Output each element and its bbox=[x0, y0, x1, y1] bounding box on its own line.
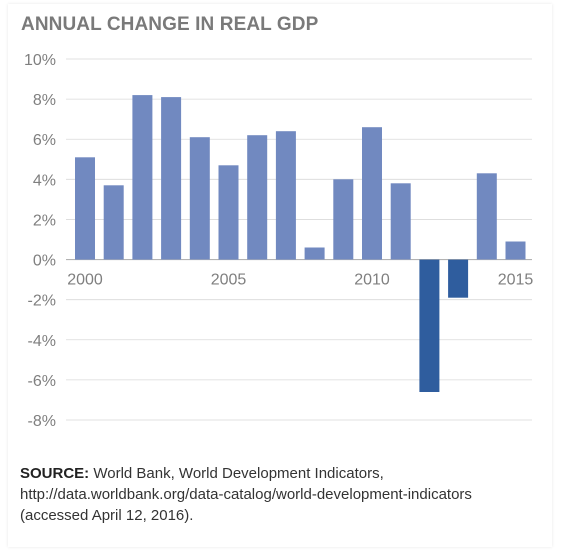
bar-2009 bbox=[333, 179, 354, 260]
bar-2011 bbox=[390, 183, 411, 260]
x-tick-label: 2000 bbox=[67, 272, 103, 289]
x-tick-label: 2005 bbox=[211, 272, 247, 289]
x-tick-label: 2010 bbox=[354, 272, 390, 289]
bar-2008 bbox=[304, 247, 325, 260]
x-axis-ticks: 2000 2005 2010 2015 bbox=[67, 272, 533, 289]
bar-2012 bbox=[419, 259, 440, 392]
y-tick-label: 4% bbox=[33, 172, 56, 189]
y-tick-label: -6% bbox=[28, 373, 56, 390]
bar-2003 bbox=[161, 97, 182, 260]
source-label: SOURCE: bbox=[20, 465, 90, 482]
y-tick-label: 0% bbox=[33, 253, 56, 270]
x-tick-label: 2015 bbox=[498, 272, 534, 289]
y-tick-label: 10% bbox=[24, 52, 56, 69]
bar-2013 bbox=[448, 259, 469, 298]
bar-2015 bbox=[505, 241, 526, 260]
bar-2007 bbox=[275, 131, 296, 260]
bar-2005 bbox=[218, 165, 239, 260]
y-tick-label: -4% bbox=[28, 333, 56, 350]
bar-2004 bbox=[189, 137, 210, 260]
y-tick-label: -8% bbox=[28, 413, 56, 430]
bars bbox=[75, 95, 526, 392]
chart-title: ANNUAL CHANGE IN REAL GDP bbox=[21, 14, 319, 35]
source-note: SOURCE: World Bank, World Development In… bbox=[20, 463, 540, 526]
y-tick-label: 8% bbox=[33, 92, 56, 109]
bar-2002 bbox=[132, 95, 153, 260]
bar-2014 bbox=[476, 173, 497, 260]
y-tick-label: 2% bbox=[33, 212, 56, 229]
y-tick-label: 6% bbox=[33, 132, 56, 149]
bar-2006 bbox=[247, 135, 268, 260]
bar-2001 bbox=[103, 185, 124, 260]
bar-2010 bbox=[362, 127, 382, 260]
y-tick-label: -2% bbox=[28, 293, 56, 310]
bar-2000 bbox=[75, 157, 95, 260]
source-text: World Bank, World Development Indicators… bbox=[20, 465, 472, 524]
y-axis-ticks: 10% 8% 6% 4% 2% 0% -2% -4% -6% -8% bbox=[24, 52, 56, 430]
